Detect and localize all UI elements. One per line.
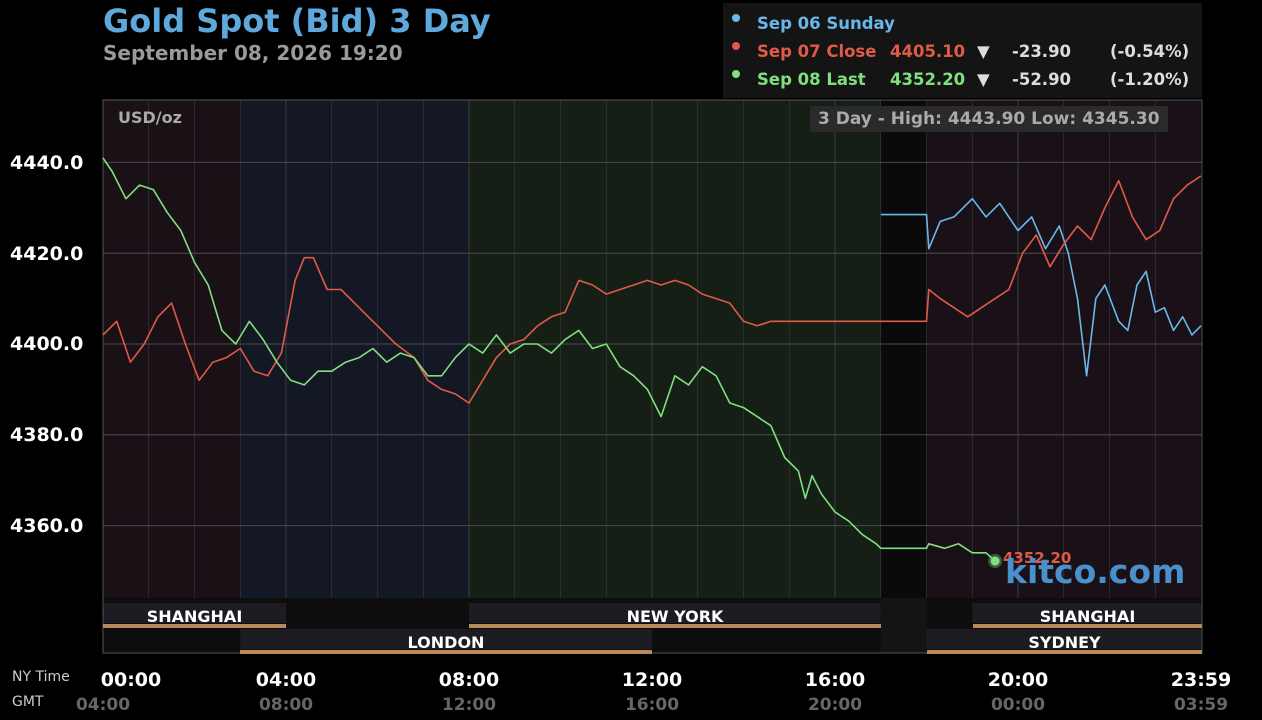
session-bar-0 [103, 603, 286, 623]
series-line-2 [102, 157, 996, 562]
legend-label-close: Sep 07 Close [757, 42, 877, 61]
last-price-label: 4352.20 [1003, 549, 1072, 567]
session-label-shanghai-1: SHANGHAI [103, 604, 286, 628]
y-tick-4420: 4420.0 [10, 243, 84, 265]
series-lines [102, 157, 1202, 569]
series-line-0 [880, 197, 1202, 377]
kitco-watermark: kitco.com [1005, 552, 1186, 591]
session-bar-2 [972, 603, 1201, 623]
x-tick-ny-2: 08:00 [438, 669, 500, 691]
x-tick-gmt-0: 04:00 [75, 695, 131, 715]
y-tick-4360: 4360.0 [10, 515, 84, 537]
legend-change-last: -52.90 [1012, 70, 1072, 89]
x-tick-gmt-5: 00:00 [990, 695, 1046, 715]
session-label-london: LONDON [240, 630, 652, 654]
x-tick-gmt-2: 12:00 [441, 695, 497, 715]
band-new-york [469, 100, 881, 598]
y-tick-4400: 4400.0 [10, 333, 84, 355]
legend-price-close: 4405.10 [890, 42, 966, 61]
series-line-1 [102, 175, 1202, 404]
unit-label: USD/oz [118, 108, 182, 127]
legend-change-close: -23.90 [1012, 42, 1072, 61]
legend-dot-last [732, 70, 740, 78]
x-tick-ny-4: 16:00 [804, 669, 866, 691]
legend-row-sunday: Sep 06 Sunday [723, 14, 1202, 38]
band-overnight [103, 100, 241, 598]
x-tick-gmt-6: 03:59 [1173, 695, 1229, 715]
x-tick-ny-3: 12:00 [621, 669, 683, 691]
legend-row-last: Sep 08 Last 4352.20 ▼ -52.90 (-1.20%) [723, 70, 1202, 94]
legend-dot-close [732, 42, 740, 50]
legend-arrow-last: ▼ [977, 70, 990, 89]
high-low-label: 3 Day - High: 4443.90 Low: 4345.30 [810, 106, 1168, 132]
legend-arrow-close: ▼ [977, 42, 990, 61]
band-london-am [240, 100, 469, 598]
legend-dot-sunday [732, 14, 740, 22]
session-bar-4 [926, 629, 1201, 649]
closed-strip [880, 598, 927, 653]
x-tick-gmt-4: 20:00 [807, 695, 863, 715]
y-tick-4380: 4380.0 [10, 424, 84, 446]
x-tick-gmt-3: 16:00 [624, 695, 680, 715]
session-label-shanghai-2: SHANGHAI [973, 604, 1202, 628]
last-point-marker [990, 556, 1000, 566]
session-label-sydney: SYDNEY [927, 630, 1202, 654]
axis-name-gmt: GMT [12, 694, 44, 710]
chart-title: Gold Spot (Bid) 3 Day [103, 2, 491, 40]
legend-label-last: Sep 08 Last [757, 70, 866, 89]
legend-pct-close: (-0.54%) [1110, 42, 1190, 61]
band-closed [880, 100, 927, 598]
legend-pct-last: (-1.20%) [1110, 70, 1190, 89]
plot-frame [102, 99, 1203, 654]
axis-name-ny: NY Time [12, 669, 70, 685]
y-tick-4440: 4440.0 [10, 152, 84, 174]
x-tick-ny-5: 20:00 [987, 669, 1049, 691]
x-tick-ny-1: 04:00 [255, 669, 317, 691]
x-tick-gmt-1: 08:00 [258, 695, 314, 715]
legend-row-close: Sep 07 Close 4405.10 ▼ -23.90 (-0.54%) [723, 42, 1202, 66]
legend-price-last: 4352.20 [890, 70, 966, 89]
legend-box: Sep 06 Sunday Sep 07 Close 4405.10 ▼ -23… [723, 3, 1202, 98]
x-tick-ny-6: 23:59 [1170, 669, 1232, 691]
session-bar-1 [469, 603, 881, 623]
chart-subtitle: September 08, 2026 19:20 [103, 41, 403, 65]
legend-label-sunday: Sep 06 Sunday [757, 14, 895, 33]
session-bar-3 [240, 629, 652, 649]
x-tick-ny-0: 00:00 [100, 669, 162, 691]
session-label-new-york: NEW YORK [469, 604, 881, 628]
